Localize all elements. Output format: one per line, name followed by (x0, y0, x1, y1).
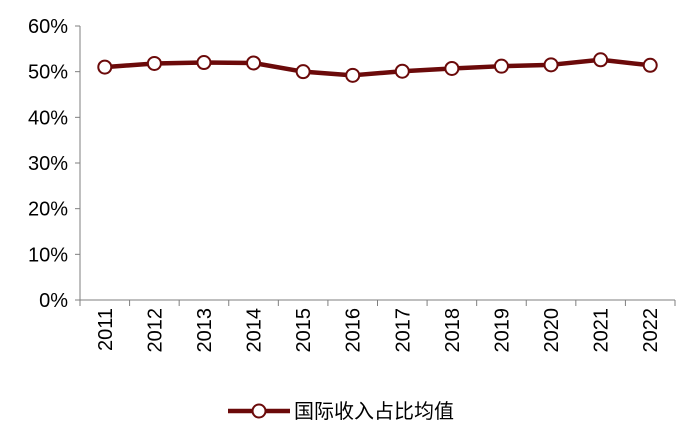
y-tick-label: 60% (28, 16, 68, 38)
series-layer (97, 52, 658, 83)
x-tick-label: 2012 (144, 308, 166, 353)
legend-label: 国际收入占比均值 (294, 400, 454, 423)
data-point (295, 64, 311, 80)
x-tick-label: 2013 (194, 308, 216, 353)
y-tick-label: 0% (39, 290, 68, 312)
x-tick-label: 2021 (591, 308, 613, 353)
data-point (196, 55, 212, 71)
data-point (444, 60, 460, 76)
data-point (394, 63, 410, 79)
y-tick-label: 50% (28, 62, 68, 84)
x-tick-label: 2019 (491, 308, 513, 353)
x-tick-label: 2015 (293, 308, 315, 353)
x-tick-label: 2016 (343, 308, 365, 353)
x-tick-label: 2011 (95, 308, 117, 351)
x-tick-label: 2017 (392, 308, 414, 353)
y-tick-label: 10% (28, 244, 68, 266)
data-point (543, 57, 559, 73)
series-line (104, 57, 651, 78)
x-tick-label: 2018 (442, 308, 464, 353)
x-tick-label: 2022 (640, 308, 662, 353)
y-tick-label: 30% (28, 153, 68, 175)
data-point (493, 58, 509, 74)
axes (75, 25, 676, 306)
data-point (642, 57, 658, 73)
data-point (146, 55, 162, 71)
data-point (593, 52, 609, 68)
legend: 国际收入占比均值 (228, 400, 454, 423)
y-tick-label: 40% (28, 107, 68, 129)
y-tick-label: 20% (28, 199, 68, 221)
data-point (345, 67, 361, 83)
data-point (97, 59, 113, 75)
x-tick-label: 2014 (244, 308, 266, 353)
x-tick-label: 2020 (541, 308, 563, 353)
tick-labels: 0% 10% 20% 30% 40% 50% 60% 2011 2012 2013 2014 2015… (28, 16, 662, 353)
data-point (246, 55, 262, 71)
legend-marker (251, 403, 267, 419)
